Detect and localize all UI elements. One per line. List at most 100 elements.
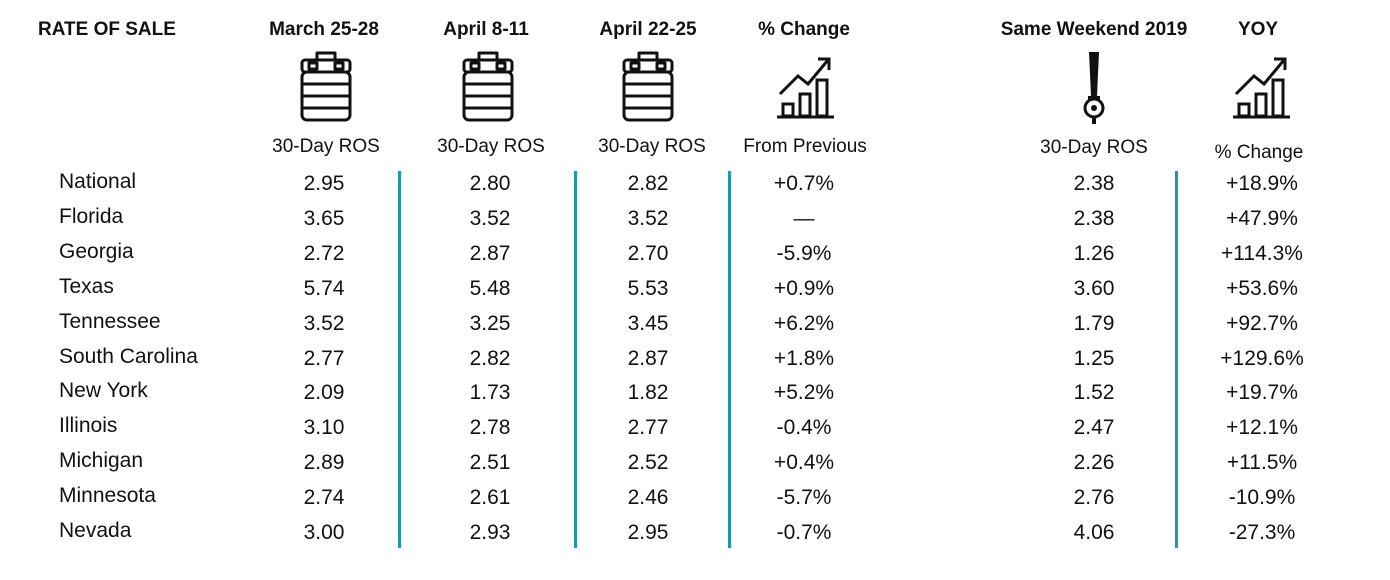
- row-label: National: [59, 170, 137, 193]
- table-cell: +0.4%: [773, 451, 835, 474]
- column-header-2019: Same Weekend 2019: [1000, 19, 1188, 40]
- row-label: Michigan: [59, 449, 144, 472]
- table-cell: 1.25: [1073, 347, 1115, 370]
- table-cell: 3.25: [469, 312, 511, 335]
- row-label: Illinois: [59, 414, 118, 437]
- table-cell: 2.95: [303, 172, 345, 195]
- table-cell: 2.89: [303, 451, 345, 474]
- table-cell: +114.3%: [1221, 242, 1303, 265]
- table-cell: 2.26: [1073, 451, 1115, 474]
- table-cell: +0.7%: [773, 172, 835, 195]
- table-cell: 3.52: [627, 207, 669, 230]
- table-cell: 3.45: [627, 312, 669, 335]
- bar-chart-trend-icon: [777, 57, 834, 119]
- table-cell: 2.80: [469, 172, 511, 195]
- column-header-april-22: April 22-25: [599, 19, 697, 40]
- column-subheader-2019: 30-Day ROS: [1040, 137, 1148, 158]
- column-divider: [728, 171, 731, 548]
- table-cell: 3.65: [303, 207, 345, 230]
- table-cell: 2.38: [1073, 207, 1115, 230]
- table-cell: 2.93: [469, 521, 511, 544]
- table-cell: +11.5%: [1226, 451, 1298, 474]
- column-subheader-pct-change: From Previous: [743, 136, 867, 157]
- column-header-april-8: April 8-11: [443, 19, 529, 40]
- table-cell: +19.7%: [1226, 381, 1298, 404]
- keg-icon: [300, 51, 352, 122]
- column-subheader-april-22: 30-Day ROS: [598, 136, 706, 157]
- table-cell: +47.9%: [1226, 207, 1298, 230]
- table-cell: -10.9%: [1228, 486, 1296, 509]
- row-label: New York: [59, 379, 148, 402]
- table-cell: 2.51: [469, 451, 511, 474]
- table-cell: 2.95: [627, 521, 669, 544]
- table-cell: 2.70: [627, 242, 669, 265]
- keg-icon: [622, 51, 674, 122]
- column-divider: [574, 171, 577, 548]
- row-label: Texas: [59, 275, 114, 298]
- column-subheader-yoy: % Change: [1214, 142, 1304, 163]
- table-cell: -0.4%: [776, 416, 832, 439]
- table-cell: +18.9%: [1226, 172, 1298, 195]
- table-cell: 2.46: [627, 486, 669, 509]
- row-label: Georgia: [59, 240, 134, 263]
- table-cell: 5.48: [469, 277, 511, 300]
- table-cell: +1.8%: [773, 347, 835, 370]
- table-cell: 1.79: [1073, 312, 1115, 335]
- column-subheader-april-8: 30-Day ROS: [437, 136, 545, 157]
- table-cell: 2.38: [1073, 172, 1115, 195]
- table-cell: +129.6%: [1220, 347, 1304, 370]
- table-cell: 2.61: [469, 486, 511, 509]
- table-cell: 1.52: [1073, 381, 1115, 404]
- row-label: South Carolina: [59, 345, 198, 368]
- row-label: Minnesota: [59, 484, 156, 507]
- row-label: Nevada: [59, 519, 132, 542]
- table-cell: 2.76: [1073, 486, 1115, 509]
- table-cell: 1.26: [1073, 242, 1115, 265]
- table-cell: 5.74: [303, 277, 345, 300]
- table-cell: 1.73: [469, 381, 511, 404]
- column-subheader-march: 30-Day ROS: [272, 136, 380, 157]
- table-cell: 2.09: [303, 381, 345, 404]
- table-cell: 2.72: [303, 242, 345, 265]
- table-cell: 4.06: [1073, 521, 1115, 544]
- table-cell: -5.7%: [776, 486, 832, 509]
- column-header-yoy: YOY: [1237, 19, 1279, 40]
- table-cell: 2.52: [627, 451, 669, 474]
- table-cell: 2.77: [627, 416, 669, 439]
- table-cell: 2.47: [1073, 416, 1115, 439]
- column-divider: [398, 171, 401, 548]
- table-cell: +0.9%: [773, 277, 835, 300]
- table-cell: 2.74: [303, 486, 345, 509]
- row-label: Florida: [59, 205, 124, 228]
- table-cell: -5.9%: [776, 242, 832, 265]
- table-cell: 3.52: [303, 312, 345, 335]
- table-cell: 3.60: [1073, 277, 1115, 300]
- table-cell: -0.7%: [776, 521, 832, 544]
- table-cell: +12.1%: [1226, 416, 1298, 439]
- column-header-march: March 25-28: [269, 19, 379, 40]
- table-cell: 2.82: [469, 347, 511, 370]
- column-divider: [1175, 171, 1178, 548]
- table-cell: +5.2%: [773, 381, 835, 404]
- table-cell: 3.00: [303, 521, 345, 544]
- table-title: RATE OF SALE: [38, 19, 176, 40]
- table-cell: -27.3%: [1228, 521, 1296, 544]
- keg-icon: [462, 51, 514, 122]
- table-cell: +92.7%: [1226, 312, 1298, 335]
- table-cell: —: [793, 207, 815, 230]
- table-cell: 5.53: [627, 277, 669, 300]
- column-header-pct-change: % Change: [758, 19, 850, 40]
- table-cell: +6.2%: [773, 312, 835, 335]
- table-cell: 2.87: [627, 347, 669, 370]
- row-label: Tennessee: [59, 310, 161, 333]
- table-cell: 2.87: [469, 242, 511, 265]
- beer-tap-icon: [1083, 52, 1105, 124]
- table-cell: 2.77: [303, 347, 345, 370]
- table-cell: 3.52: [469, 207, 511, 230]
- table-cell: 2.82: [627, 172, 669, 195]
- bar-chart-trend-icon: [1233, 57, 1290, 119]
- table-cell: +53.6%: [1226, 277, 1298, 300]
- table-cell: 3.10: [303, 416, 345, 439]
- table-cell: 2.78: [469, 416, 511, 439]
- table-cell: 1.82: [627, 381, 669, 404]
